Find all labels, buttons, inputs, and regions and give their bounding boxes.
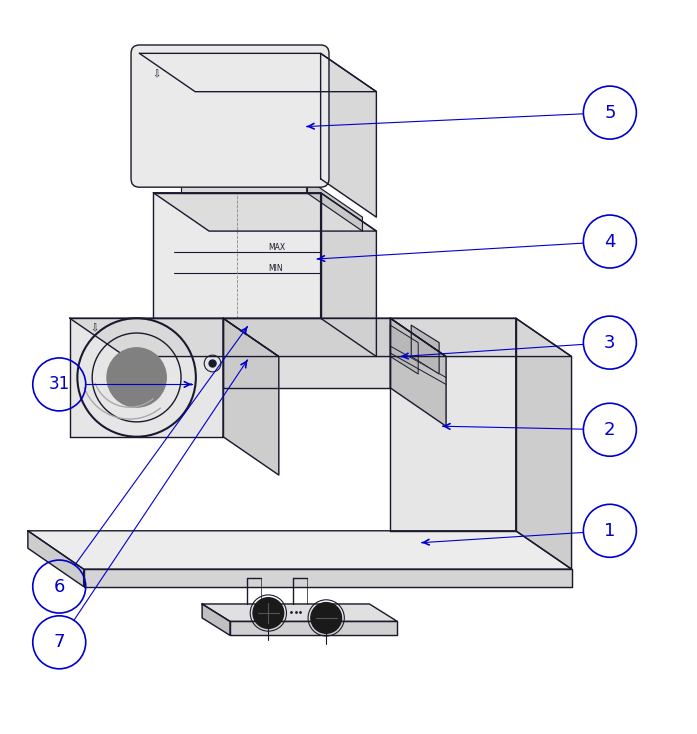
Polygon shape	[230, 622, 397, 636]
Text: 3: 3	[604, 334, 615, 352]
Polygon shape	[390, 319, 572, 357]
Circle shape	[253, 597, 284, 628]
Text: 31: 31	[49, 375, 70, 393]
Text: 1: 1	[604, 522, 615, 539]
Polygon shape	[223, 319, 390, 388]
Polygon shape	[153, 193, 376, 231]
Circle shape	[311, 603, 342, 633]
Polygon shape	[390, 319, 516, 531]
Polygon shape	[84, 569, 572, 586]
Polygon shape	[390, 325, 418, 374]
Circle shape	[209, 360, 216, 367]
Text: 4: 4	[604, 233, 615, 250]
Text: 6: 6	[54, 578, 65, 595]
Polygon shape	[223, 319, 279, 475]
Polygon shape	[411, 325, 439, 374]
Text: ⇩: ⇩	[153, 69, 161, 79]
Polygon shape	[321, 193, 376, 357]
Polygon shape	[321, 54, 376, 217]
Polygon shape	[70, 319, 223, 437]
Polygon shape	[28, 531, 572, 569]
Text: MAX: MAX	[268, 243, 286, 252]
Polygon shape	[28, 531, 84, 586]
Polygon shape	[181, 179, 307, 193]
Text: ⇩: ⇩	[90, 324, 98, 334]
Text: 2: 2	[604, 421, 615, 439]
Polygon shape	[516, 319, 572, 569]
Circle shape	[107, 348, 167, 407]
Polygon shape	[223, 319, 446, 357]
Polygon shape	[307, 179, 362, 231]
Text: MIN: MIN	[268, 264, 283, 272]
Polygon shape	[153, 193, 321, 319]
FancyBboxPatch shape	[131, 45, 329, 187]
Polygon shape	[390, 319, 446, 426]
Polygon shape	[202, 604, 397, 622]
Polygon shape	[70, 319, 279, 357]
Polygon shape	[202, 604, 230, 636]
Text: 7: 7	[54, 633, 65, 651]
Text: 5: 5	[604, 103, 615, 122]
Polygon shape	[139, 54, 376, 92]
